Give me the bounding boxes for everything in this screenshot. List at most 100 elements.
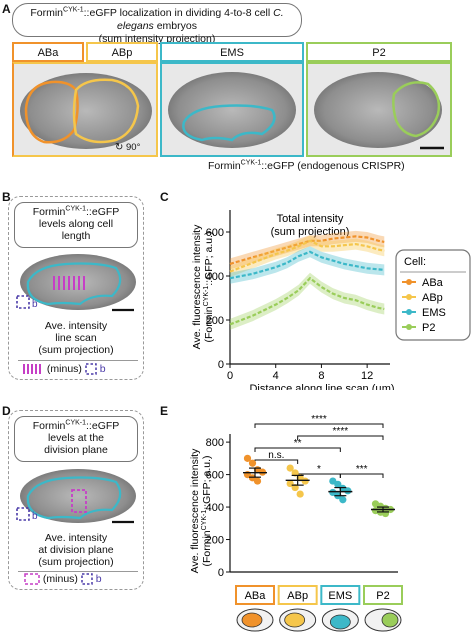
embryo-p2-svg [308, 64, 450, 155]
d-bg-ref: b [95, 573, 102, 585]
panel-label-c: C [160, 190, 169, 204]
c-legend-marker [406, 324, 412, 330]
e-point-abp [286, 464, 294, 472]
scan-lines-icon [23, 364, 41, 375]
embryo-ab-svg: 90° ↻ [14, 64, 156, 155]
rotate-icon: ↻ [115, 142, 123, 153]
c-x-tick-label: 12 [361, 370, 373, 382]
e-embryo-cell [241, 612, 263, 628]
d-heading-4: division plane [44, 444, 108, 456]
e-ylabel-sup: CYK-1 [201, 510, 208, 531]
panel-b-desc: Ave. intensity line scan (sum projection… [14, 320, 138, 356]
e-y-tick-label: 800 [206, 437, 224, 449]
c-legend-title: Cell: [404, 256, 426, 268]
e-point-ems [344, 487, 352, 495]
e-point-abp [291, 469, 299, 477]
e-category-box-aba [235, 585, 275, 605]
e-ylabel-post: ::GFP; a.u.) [201, 455, 213, 509]
bg-box-icon-d [81, 573, 93, 585]
e-embryo-cell [329, 614, 351, 630]
c-y-tick-label: 400 [206, 271, 224, 283]
e-sig-bracket [297, 435, 384, 440]
panel-label-b: B [2, 190, 11, 204]
d-minus-text: (minus) [42, 573, 78, 585]
caption-text-2: ::eGFP (endogenous CRISPR) [261, 160, 405, 172]
b-divider [18, 360, 138, 375]
c-legend-marker [406, 294, 412, 300]
title-sup: CYK-1 [63, 6, 84, 14]
e-sig-bracket [339, 473, 384, 478]
e-y-tick-label: 200 [206, 535, 224, 547]
plane-box-icon [24, 573, 40, 585]
b-minus-row: (minus) b [22, 363, 144, 379]
d-heading-1: Formin [32, 420, 66, 432]
c-band-ems [230, 246, 385, 284]
b-heading-4: length [61, 230, 91, 242]
c-x-axis-label: Distance along line scan (µm) [249, 383, 394, 390]
title-text-2: ::eGFP localization in dividing 4-to-8 c… [83, 7, 271, 19]
c-ylabel-sup: CYK-1 [203, 286, 210, 307]
e-category-box-ems [320, 585, 361, 605]
cell-header-aba: ABa [12, 42, 84, 62]
b-heading-3: levels along cell [38, 218, 114, 230]
c-legend-label: P2 [422, 322, 435, 334]
d-heading-2: ::eGFP [86, 420, 120, 432]
e-sig-label: n.s. [268, 450, 284, 461]
d-desc-3: (sum projection) [38, 556, 114, 568]
bg-box-icon [85, 363, 97, 375]
panel-label-e: E [160, 404, 169, 418]
panel-b-embryo: b [14, 252, 138, 316]
e-point-aba [248, 459, 257, 467]
c-x-tick-label: 4 [273, 370, 279, 382]
e-category-box-abp [277, 585, 318, 605]
panel-label-a: A [2, 2, 11, 16]
cell-header-ems: EMS [160, 42, 304, 62]
c-x-tick-label: 0 [227, 370, 233, 382]
panel-b-heading: ForminCYK-1::eGFP levels along cell leng… [14, 202, 138, 248]
d-minus-row: (minus) b [24, 573, 146, 589]
e-embryo-cell [284, 612, 306, 628]
c-legend-marker [406, 309, 412, 315]
c-line-aba [229, 235, 385, 265]
c-band-aba [230, 230, 385, 270]
e-point-abp [301, 477, 309, 485]
b-heading-2: ::eGFP [86, 206, 120, 218]
e-sig-label: * [317, 464, 321, 475]
e-sig-bracket [254, 447, 341, 452]
c-line-abp [229, 239, 385, 273]
e-y-tick-label: 600 [206, 470, 224, 482]
e-sig-bracket [254, 423, 384, 428]
e-ylabel-pre: (Formin [201, 530, 213, 566]
d-desc-2: at division plane [38, 544, 114, 556]
e-sig-label: *** [356, 464, 368, 475]
e-embryo-cell [381, 612, 399, 628]
b-desc-2: line scan [55, 332, 97, 344]
d-desc-1: Ave. intensity [44, 532, 108, 544]
embryo-image-p2 [306, 62, 452, 157]
panel-d-box [8, 410, 144, 590]
c-x-tick-label: 8 [318, 370, 324, 382]
c-line-p2 [229, 276, 385, 326]
title-text-1: Formin [30, 7, 64, 19]
b-bg-mark: b [32, 299, 38, 310]
e-y-tick-label: 400 [206, 502, 224, 514]
e-y-tick-label: 0 [218, 567, 224, 579]
d-heading-sup: CYK-1 [65, 419, 87, 427]
chart-e: 0 200 400 600 800 Ave. fluorescence intensity… [189, 414, 403, 632]
panel-label-d: D [2, 404, 11, 418]
b-heading-sup: CYK-1 [65, 205, 87, 213]
e-category-label: P2 [376, 590, 389, 602]
c-band-p2 [230, 272, 385, 330]
e-point-ems [334, 480, 342, 488]
panel-d-heading: ForminCYK-1::eGFP levels at the division… [14, 416, 138, 462]
panel-d-embryo: b [14, 466, 138, 528]
panel-d-desc: Ave. intensity at division plane (sum pr… [14, 532, 138, 568]
panel-a-caption: ForminCYK-1::eGFP (endogenous CRISPR) [208, 160, 405, 173]
e-category-label: ABa [245, 590, 267, 602]
c-y-tick-label: 0 [218, 359, 224, 371]
caption-text-1: Formin [208, 160, 241, 172]
e-sig-label: ** [294, 438, 302, 449]
b-bg-ref: b [99, 363, 106, 375]
c-ylabel-post: ::GFP; a.u.) [203, 231, 215, 285]
